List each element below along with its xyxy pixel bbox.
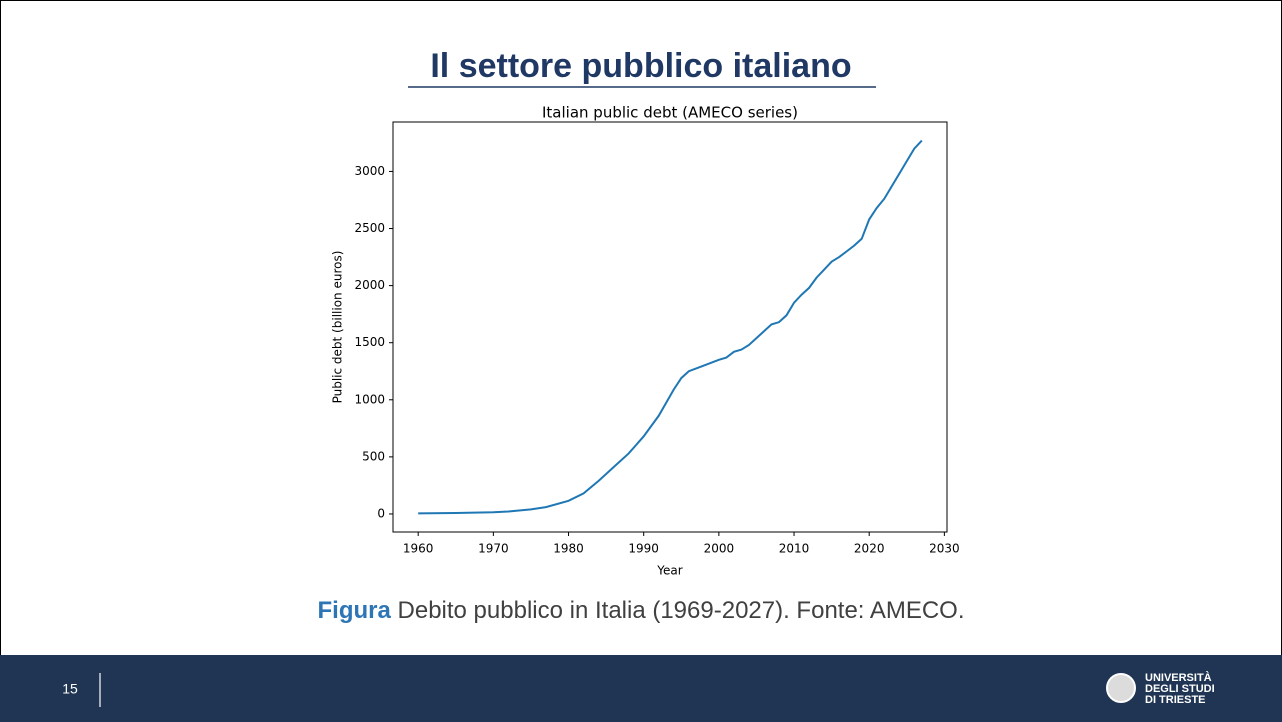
x-tick-label: 1990 — [628, 542, 659, 556]
y-tick-label: 500 — [362, 449, 385, 463]
slide-title: Il settore pubblico italiano — [430, 47, 851, 85]
x-tick-label: 2000 — [704, 542, 735, 556]
university-name: DI TRIESTE — [1145, 694, 1206, 706]
y-tick-label: 1000 — [354, 392, 385, 406]
x-tick-label: 2020 — [854, 542, 885, 556]
x-axis-label: Year — [656, 564, 682, 578]
figure-caption: Figura Debito pubblico in Italia (1969-2… — [318, 597, 965, 624]
footer-bar — [0, 655, 1282, 722]
x-tick-label: 1970 — [478, 542, 509, 556]
caption-label: Figura — [318, 597, 392, 624]
x-tick-label: 1960 — [403, 542, 434, 556]
caption-text: Debito pubblico in Italia (1969-2027). F… — [398, 597, 965, 624]
page-number: 15 — [62, 681, 78, 697]
y-tick-label: 2000 — [354, 278, 385, 292]
x-tick-label: 2010 — [779, 542, 810, 556]
chart-title: Italian public debt (AMECO series) — [542, 104, 798, 122]
y-axis-label: Public debt (billion euros) — [331, 251, 345, 404]
university-logo — [1107, 674, 1135, 702]
y-tick-label: 2500 — [354, 221, 385, 235]
x-tick-label: 2030 — [929, 542, 960, 556]
x-tick-label: 1980 — [553, 542, 584, 556]
y-tick-label: 3000 — [354, 164, 385, 178]
y-tick-label: 1500 — [354, 335, 385, 349]
slide: Il settore pubblico italiano Italian pub… — [0, 0, 1282, 722]
y-tick-label: 0 — [377, 506, 385, 520]
